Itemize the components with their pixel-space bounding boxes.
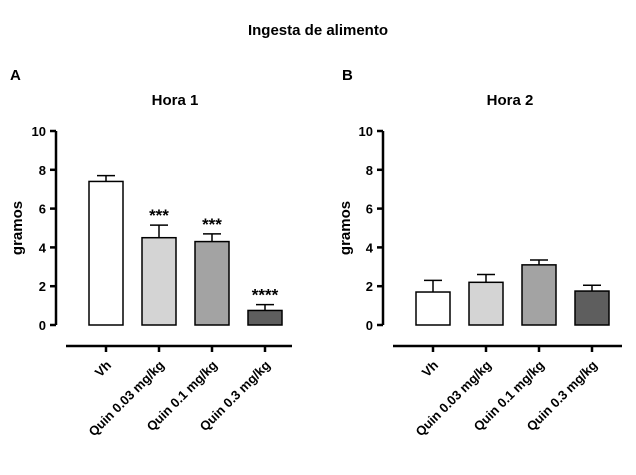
bar-3: [521, 264, 557, 326]
y-tick-label: 10: [32, 124, 46, 139]
panel-letter-a: A: [10, 67, 21, 84]
y-tick-label: 8: [366, 163, 373, 178]
y-axis-label: gramos: [337, 201, 354, 255]
panel-title-a: Hora 1: [152, 92, 199, 109]
y-tick-label: 4: [366, 240, 374, 255]
significance-label: ***: [149, 206, 169, 225]
panel-letter-b: B: [342, 67, 353, 84]
y-axis-label: gramos: [9, 201, 26, 255]
significance-label: ***: [202, 215, 222, 234]
panel-title-b: Hora 2: [487, 92, 534, 109]
y-tick-label: 6: [39, 202, 46, 217]
y-tick-label: 8: [39, 163, 46, 178]
category-label: Vh: [92, 357, 114, 379]
bar-1: [88, 180, 124, 326]
y-tick-label: 0: [39, 318, 46, 333]
bar-3: [194, 240, 230, 326]
y-tick-label: 10: [359, 124, 373, 139]
y-tick-label: 2: [366, 279, 373, 294]
bar-2: [468, 281, 504, 326]
significance-label: ****: [252, 286, 279, 305]
category-label: Vh: [419, 357, 441, 379]
y-tick-label: 4: [39, 240, 47, 255]
bar-1: [415, 291, 451, 326]
y-tick-label: 0: [366, 318, 373, 333]
y-tick-label: 6: [366, 202, 373, 217]
bar-4: [247, 309, 283, 326]
y-tick-label: 2: [39, 279, 46, 294]
figure-title: Ingesta de alimento: [248, 22, 388, 39]
bar-4: [574, 290, 610, 326]
bar-2: [141, 236, 177, 326]
